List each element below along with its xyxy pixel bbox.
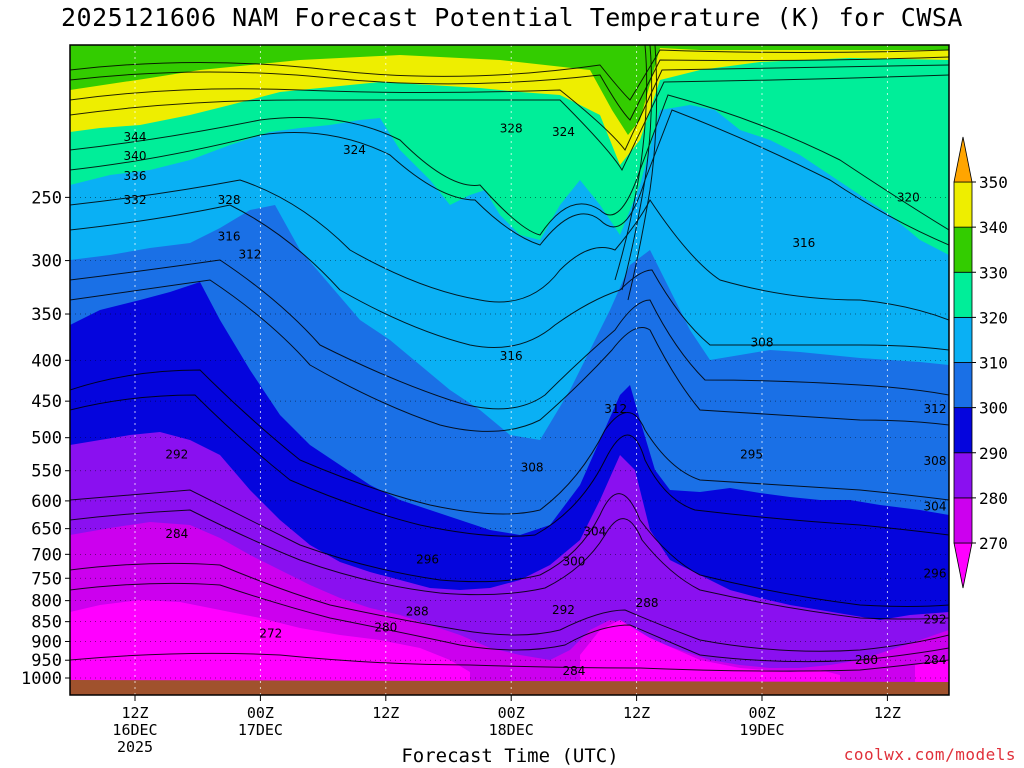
contour-label: 328 — [218, 193, 241, 207]
x-tick-label: 00Z — [748, 704, 775, 722]
plot-frame — [69, 44, 950, 696]
grid-lines — [70, 45, 949, 695]
x-tick-label: 12Z — [623, 704, 650, 722]
colorbar-swatch — [953, 316, 973, 363]
contour-label: 308 — [924, 454, 947, 468]
colorbar-label: 290 — [979, 444, 1008, 463]
colorbar-label: 350 — [979, 173, 1008, 192]
contour-label: 340 — [124, 149, 147, 163]
colorbar-swatch-low — [953, 542, 973, 589]
contour-label: 332 — [124, 193, 147, 207]
x-tick-label: 00Z — [498, 704, 525, 722]
colorbar-swatch — [953, 271, 973, 318]
y-tick-label: 800 — [31, 592, 62, 612]
y-tick-label: 600 — [31, 492, 62, 512]
credit-link[interactable]: coolwx.com/models — [843, 745, 1016, 764]
y-tick-label: 450 — [31, 392, 62, 412]
contour-label: 312 — [238, 248, 261, 262]
y-tick-label: 700 — [31, 545, 62, 565]
contour-label: 304 — [583, 524, 606, 538]
contour-label: 296 — [924, 567, 947, 581]
contour-label: 308 — [521, 461, 544, 475]
contour-label: 316 — [792, 236, 815, 250]
colorbar-label: 300 — [979, 399, 1008, 418]
colorbar-label: 270 — [979, 534, 1008, 553]
contour-label: 324 — [552, 125, 575, 139]
contour-label: 308 — [751, 336, 774, 350]
y-tick-label: 650 — [31, 520, 62, 540]
x-tick-date: 16DEC — [112, 721, 157, 739]
x-tick-label: 12Z — [372, 704, 399, 722]
contour-label: 288 — [406, 604, 429, 618]
contour-label: 312 — [604, 402, 627, 416]
contour-label: 284 — [924, 653, 947, 667]
y-tick-label: 950 — [31, 651, 62, 671]
colorbar-label: 340 — [979, 218, 1008, 237]
contour-label: 312 — [924, 402, 947, 416]
y-tick-label: 500 — [31, 429, 62, 449]
contour-label: 272 — [259, 627, 282, 641]
contour-label: 288 — [636, 596, 659, 610]
contour-label: 336 — [124, 169, 147, 183]
colorbar-swatch — [953, 181, 973, 228]
potential-temperature-field — [70, 45, 949, 695]
contour-label: 316 — [218, 230, 241, 244]
x-axis-label: Forecast Time (UTC) — [401, 745, 619, 767]
colorbar-swatch — [953, 362, 973, 409]
y-tick-label: 550 — [31, 462, 62, 482]
contour-label: 344 — [124, 130, 147, 144]
colorbar-label: 280 — [979, 489, 1008, 508]
contour-label: 320 — [897, 190, 920, 204]
colorbar-swatch — [953, 497, 973, 544]
contour-label: 280 — [855, 653, 878, 667]
colorbar-label: 330 — [979, 263, 1008, 282]
contour-label: 300 — [562, 555, 585, 569]
y-tick-label: 750 — [31, 569, 62, 589]
colorbar-label: 320 — [979, 308, 1008, 327]
y-axis: 2503003504004505005506006507007508008509… — [21, 188, 70, 689]
contour-label: 328 — [500, 122, 523, 136]
contour-label: 284 — [165, 527, 188, 541]
contour-label: 304 — [924, 500, 947, 514]
x-tick-date: 19DEC — [739, 721, 784, 739]
colorbar-legend: 270 280 290 300 310 320 330 340 350 — [953, 136, 1008, 589]
x-tick-label: 12Z — [121, 704, 148, 722]
x-tick-date: 17DEC — [238, 721, 283, 739]
y-tick-label: 250 — [31, 188, 62, 208]
contour-label: 284 — [562, 664, 585, 678]
chart-title: 2025121606 NAM Forecast Potential Temper… — [61, 3, 963, 32]
contour-label: 324 — [343, 143, 366, 157]
y-tick-label: 300 — [31, 252, 62, 272]
x-tick-year: 2025 — [117, 738, 153, 756]
colorbar-swatch — [953, 407, 973, 454]
y-tick-label: 900 — [31, 632, 62, 652]
contour-label: 292 — [924, 613, 947, 627]
x-tick-date: 18DEC — [489, 721, 534, 739]
y-tick-label: 850 — [31, 613, 62, 633]
y-tick-label: 1000 — [21, 669, 62, 689]
colorbar-swatch — [953, 452, 973, 499]
colorbar-swatch — [953, 226, 973, 273]
contour-label: 292 — [552, 603, 575, 617]
y-tick-label: 350 — [31, 305, 62, 325]
y-tick-label: 400 — [31, 351, 62, 371]
colorbar-swatch-high — [953, 136, 973, 183]
contour-label: 296 — [416, 552, 439, 566]
x-tick-label: 00Z — [247, 704, 274, 722]
contour-label: 280 — [374, 621, 397, 635]
contour-label: 316 — [500, 349, 523, 363]
colorbar-label: 310 — [979, 354, 1008, 373]
contour-labels: 344 340 336 332 328 316 312 324 328 324 316 312 308 3… — [124, 122, 947, 678]
contour-label: 295 — [740, 448, 763, 462]
contour-label: 292 — [165, 448, 188, 462]
x-tick-label: 12Z — [874, 704, 901, 722]
